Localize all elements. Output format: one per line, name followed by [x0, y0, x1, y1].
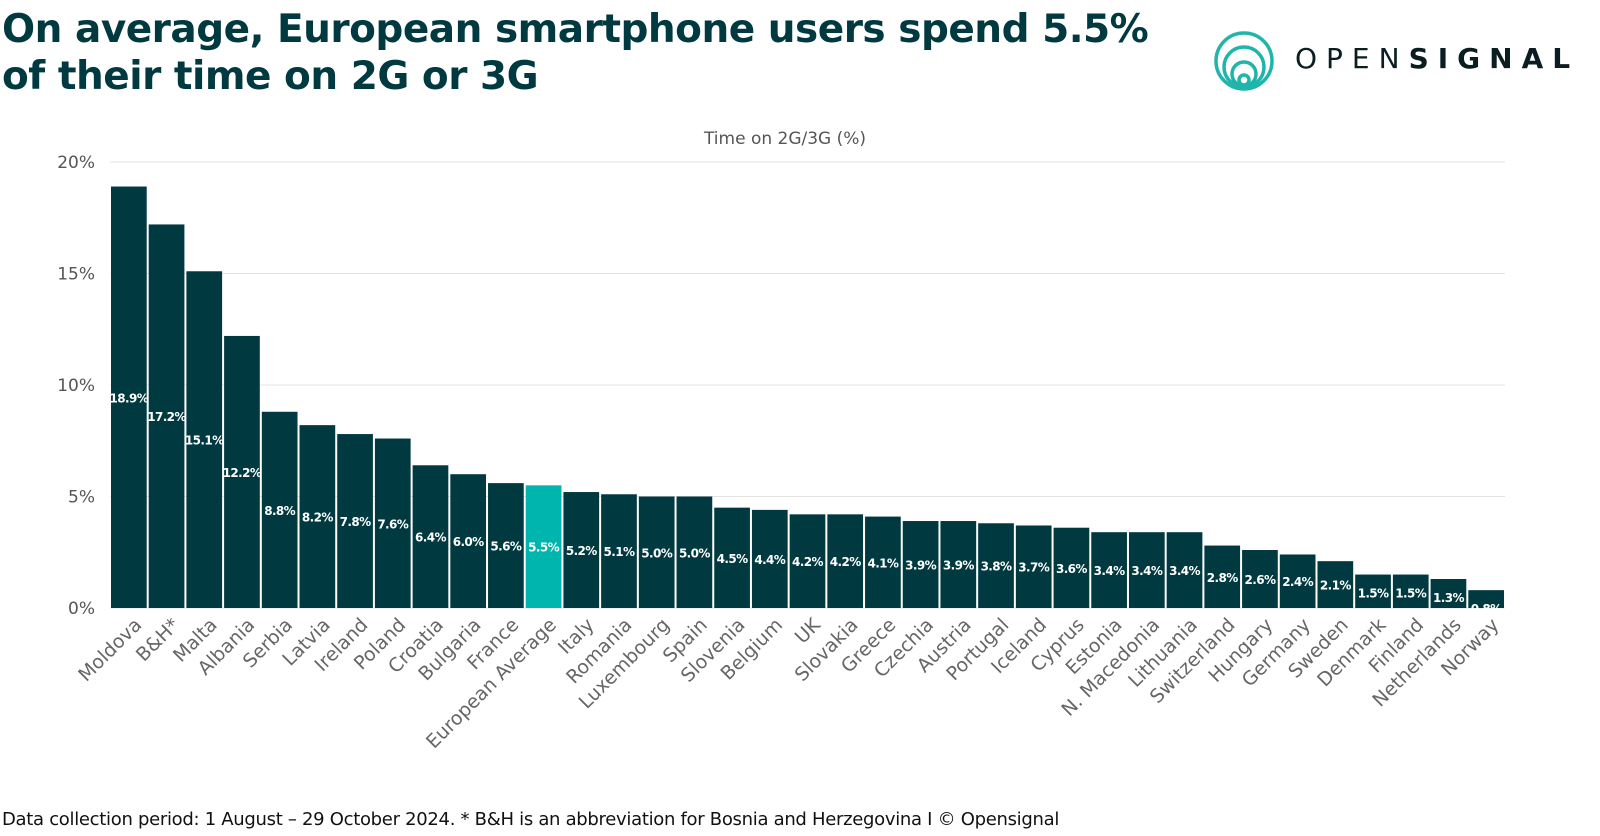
- bar-value-label: 5.5%: [528, 541, 559, 555]
- bar: [224, 335, 260, 608]
- bar: [601, 494, 637, 608]
- bar-chart: Time on 2G/3G (%)0%5%10%15%20%18.9%Moldo…: [57, 129, 1505, 753]
- y-tick-label: 0%: [68, 599, 95, 619]
- y-tick-label: 15%: [57, 265, 95, 285]
- y-tick-label: 20%: [57, 153, 95, 173]
- bar: [1053, 527, 1090, 608]
- bar: [1468, 590, 1504, 608]
- bar: [827, 514, 864, 608]
- bar-value-label: 0.8%: [1471, 602, 1502, 616]
- logo-text-open: OPEN: [1295, 42, 1409, 75]
- bar-value-label: 6.4%: [415, 531, 446, 545]
- bar-value-label: 8.8%: [264, 504, 295, 518]
- bar-value-label: 4.2%: [792, 555, 823, 569]
- bar: [940, 521, 977, 608]
- bar-value-label: 8.2%: [302, 511, 333, 525]
- bar-value-label: 2.4%: [1282, 575, 1313, 589]
- bar-value-label: 3.6%: [1056, 562, 1087, 576]
- opensignal-logo: OPENSIGNAL: [1213, 30, 1573, 96]
- footnote: Data collection period: 1 August – 29 Oc…: [2, 809, 1060, 830]
- bar-value-label: 3.4%: [1131, 564, 1162, 578]
- bar-value-label: 3.8%: [981, 560, 1012, 574]
- bar: [865, 516, 901, 608]
- bar-value-label: 7.8%: [340, 515, 371, 529]
- bar: [1128, 532, 1165, 608]
- bar: [978, 523, 1014, 608]
- bar-value-label: 3.4%: [1169, 564, 1200, 578]
- bar-value-label: 4.2%: [830, 555, 861, 569]
- bar-value-label: 4.4%: [754, 553, 785, 567]
- y-tick-label: 10%: [57, 376, 95, 396]
- bar-value-label: 2.6%: [1244, 573, 1275, 587]
- bar: [751, 509, 788, 608]
- bar: [902, 521, 939, 608]
- bar: [1166, 532, 1203, 608]
- bar-value-label: 1.5%: [1358, 587, 1389, 601]
- bar-value-label: 6.0%: [453, 535, 484, 549]
- bar-value-label: 3.9%: [905, 559, 936, 573]
- bar: [450, 474, 487, 608]
- bar-value-label: 5.0%: [679, 546, 710, 560]
- bar-value-label: 15.1%: [185, 434, 224, 448]
- y-tick-label: 5%: [68, 488, 95, 508]
- bar: [676, 496, 713, 608]
- bar: [374, 438, 411, 608]
- bar: [1015, 525, 1052, 608]
- logo-text-signal: SIGNAL: [1408, 42, 1580, 75]
- bar: [1242, 550, 1278, 608]
- bar: [563, 492, 600, 608]
- bar-value-label: 3.4%: [1094, 564, 1125, 578]
- bar-value-label: 7.6%: [377, 517, 408, 531]
- bar-value-label: 1.3%: [1433, 591, 1464, 605]
- opensignal-rings-icon: [1214, 31, 1274, 91]
- bar: [714, 507, 750, 608]
- bar-value-label: 18.9%: [110, 391, 149, 405]
- bar: [412, 465, 449, 608]
- bar: [1279, 554, 1316, 608]
- bar-value-label: 3.9%: [943, 559, 974, 573]
- bar-value-label: 4.5%: [717, 552, 748, 566]
- bar: [337, 434, 373, 608]
- bar-value-label: 12.2%: [223, 466, 262, 480]
- bar: [1392, 574, 1429, 608]
- bar-value-label: 5.2%: [566, 544, 597, 558]
- bar: [1204, 545, 1241, 608]
- bar-value-label: 3.7%: [1018, 561, 1049, 575]
- bar-value-label: 5.6%: [490, 540, 521, 554]
- bar: [638, 496, 675, 608]
- bar-value-label: 5.0%: [641, 546, 672, 560]
- bar: [1091, 532, 1127, 608]
- bar: [148, 224, 185, 608]
- bar: [111, 186, 147, 608]
- bar: [186, 271, 223, 608]
- bar: [1430, 579, 1467, 608]
- bar-value-label: 17.2%: [147, 410, 186, 424]
- bar: [299, 425, 336, 608]
- bar: [789, 514, 826, 608]
- chart-title: Time on 2G/3G (%): [703, 129, 866, 149]
- bar: [488, 483, 524, 608]
- bar-value-label: 1.5%: [1395, 587, 1426, 601]
- bar: [1355, 574, 1391, 608]
- page-title: On average, European smartphone users sp…: [2, 7, 1149, 99]
- bar: [1317, 561, 1354, 608]
- bar: [525, 485, 562, 608]
- bar: [261, 411, 298, 608]
- bar-value-label: 2.8%: [1207, 571, 1238, 585]
- bar-value-label: 4.1%: [867, 556, 898, 570]
- logo-wordmark: OPENSIGNAL: [1295, 42, 1579, 75]
- bar-value-label: 5.1%: [604, 545, 635, 559]
- bar-value-label: 2.1%: [1320, 579, 1351, 593]
